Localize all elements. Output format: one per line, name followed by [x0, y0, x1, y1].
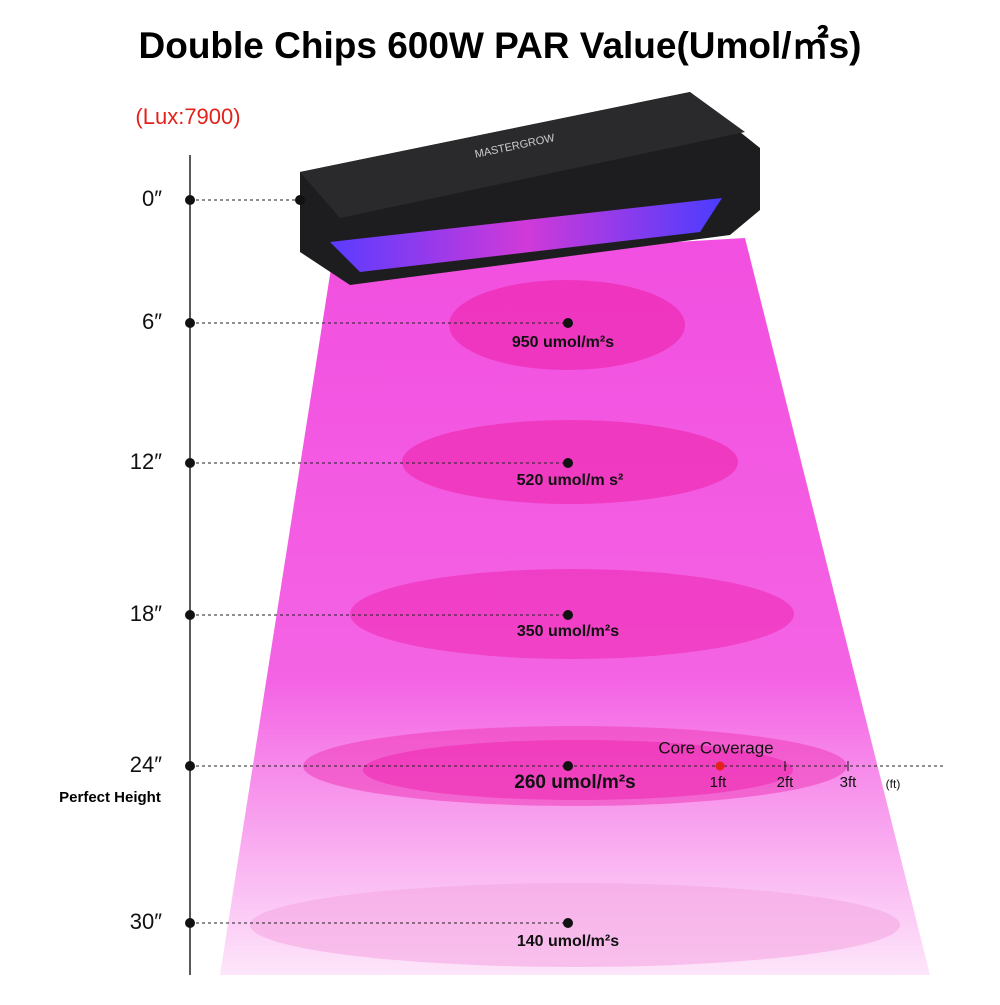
coverage-tick-label: 2ft [777, 774, 795, 791]
par-label: 950 umol/m²s [512, 334, 614, 351]
dots [185, 195, 573, 928]
height-label: 18″ [130, 601, 162, 626]
height-label: 24″ [130, 752, 162, 777]
lamp: MASTERGROW [300, 92, 760, 285]
coverage-unit: (ft) [886, 777, 901, 791]
lux: (Lux:7900) [135, 104, 240, 129]
par-label: 350 umol/m²s [517, 623, 619, 640]
par-label: 140 umol/m²s [517, 933, 619, 950]
height-label: 30″ [130, 909, 162, 934]
height-label: 12″ [130, 449, 162, 474]
spot [363, 740, 793, 800]
par-label: 260 umol/m²s [514, 772, 635, 793]
coverage-origin [715, 761, 725, 771]
coverage-title: Core Coverage [658, 738, 773, 757]
par-label: 520 umol/m s² [517, 472, 624, 489]
height-label: 6″ [142, 309, 162, 334]
coverage-tick-label: 3ft [840, 774, 858, 791]
height-label: 0″ [142, 186, 162, 211]
title: Double Chips 600W PAR Value(Umol/㎡s) [139, 24, 862, 66]
coverage-tick-label: 1ft [710, 774, 728, 791]
perfect-height: Perfect Height [59, 789, 161, 806]
spot [250, 883, 900, 967]
